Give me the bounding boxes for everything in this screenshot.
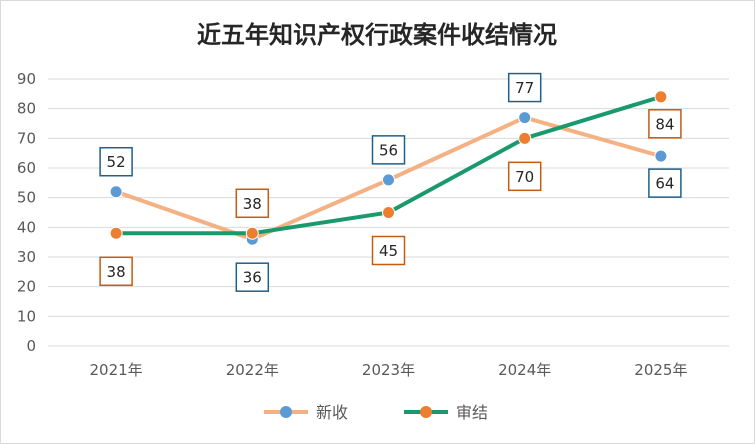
data-label: 38 xyxy=(107,263,126,281)
x-axis-ticks: 2021年 2022年 2023年 2024年 2025年 xyxy=(90,361,688,379)
y-tick-label: 90 xyxy=(17,70,36,88)
data-label: 84 xyxy=(655,115,674,133)
data-label-box xyxy=(507,72,542,103)
data-label: 56 xyxy=(379,141,398,159)
y-tick-label: 60 xyxy=(17,159,36,177)
data-label: 38 xyxy=(243,195,262,213)
data-label-box xyxy=(235,262,270,292)
y-tick-label: 50 xyxy=(17,189,36,207)
data-labels: 52 36 56 77 64 38 38 45 70 84 xyxy=(99,72,682,292)
data-label: 64 xyxy=(655,175,674,193)
legend-label: 审结 xyxy=(456,403,488,422)
legend-swatch-marker xyxy=(280,406,292,418)
chart-title: 近五年知识产权行政案件收结情况 xyxy=(197,21,557,49)
y-tick-label: 70 xyxy=(17,129,36,147)
series-2-point xyxy=(382,206,395,219)
series-2-point xyxy=(518,131,532,145)
x-tick-label: 2022年 xyxy=(226,361,279,379)
x-tick-label: 2023年 xyxy=(362,361,415,379)
data-label: 45 xyxy=(379,242,398,260)
series-1-point xyxy=(518,111,532,125)
series-2-point xyxy=(109,226,123,240)
x-tick-label: 2021年 xyxy=(90,361,143,379)
data-label: 70 xyxy=(515,168,534,186)
data-label-box xyxy=(371,235,406,266)
y-tick-label: 20 xyxy=(17,278,36,296)
series-1-point xyxy=(109,185,123,199)
data-label-box xyxy=(99,146,133,177)
data-label-box xyxy=(371,135,406,165)
y-tick-label: 80 xyxy=(17,100,36,118)
y-axis-ticks: 0 10 20 30 40 50 60 70 80 90 xyxy=(17,70,36,355)
y-tick-label: 40 xyxy=(17,218,36,236)
legend-swatch-marker xyxy=(420,406,432,418)
series-lines xyxy=(109,90,668,246)
data-label: 77 xyxy=(515,79,534,97)
series-2-point xyxy=(654,90,668,104)
legend-item-2: 审结 xyxy=(404,403,488,422)
data-label-box xyxy=(99,256,133,287)
legend-label: 新收 xyxy=(316,403,348,422)
data-label-box xyxy=(235,188,270,219)
data-label-box xyxy=(648,109,682,139)
x-tick-label: 2025年 xyxy=(634,361,687,379)
gridlines xyxy=(48,78,729,347)
legend: 新收 审结 xyxy=(264,403,488,422)
legend-item-1: 新收 xyxy=(264,403,348,422)
data-label: 36 xyxy=(243,269,262,287)
series-1-point xyxy=(654,149,668,163)
series-2-point xyxy=(245,226,259,240)
y-tick-label: 30 xyxy=(17,248,36,266)
y-tick-label: 10 xyxy=(17,307,36,325)
data-label: 52 xyxy=(107,153,126,171)
series-1-point xyxy=(382,173,395,187)
y-tick-label: 0 xyxy=(26,337,36,355)
data-label-box xyxy=(507,161,542,192)
x-tick-label: 2024年 xyxy=(498,361,551,379)
data-label-box xyxy=(648,168,682,198)
